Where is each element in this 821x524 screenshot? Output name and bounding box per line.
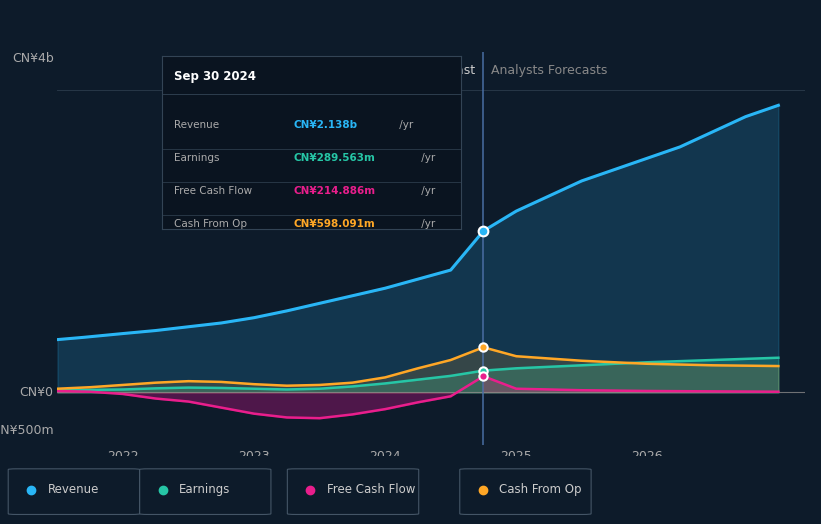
- Text: CN¥0: CN¥0: [20, 386, 53, 399]
- Text: Cash From Op: Cash From Op: [499, 484, 581, 496]
- Text: -CN¥500m: -CN¥500m: [0, 424, 53, 437]
- Text: Revenue: Revenue: [48, 484, 99, 496]
- Text: Earnings: Earnings: [179, 484, 231, 496]
- Text: CN¥4b: CN¥4b: [12, 52, 53, 66]
- Text: Past: Past: [450, 64, 476, 77]
- Text: Analysts Forecasts: Analysts Forecasts: [491, 64, 608, 77]
- Text: Free Cash Flow: Free Cash Flow: [327, 484, 415, 496]
